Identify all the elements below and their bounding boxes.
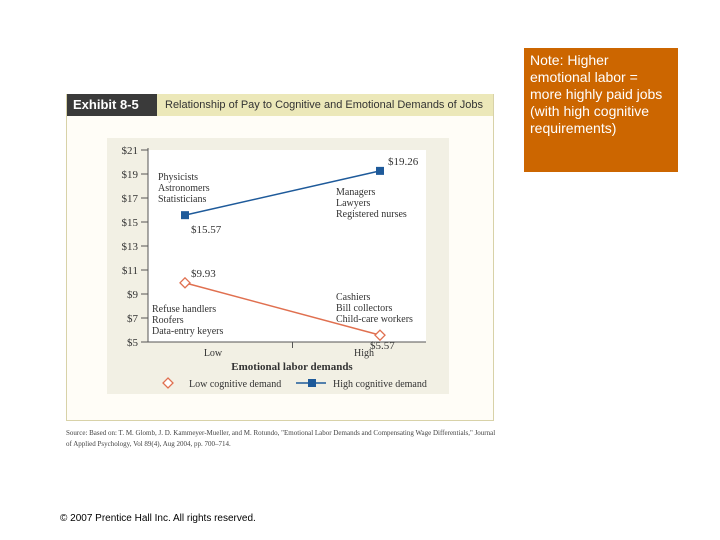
job-annotation: Roofers [152,315,184,326]
job-annotation: Statisticians [158,194,206,205]
job-annotation: Astronomers [158,183,210,194]
data-label: $5.57 [370,340,395,352]
y-tick-label: $21 [122,145,139,157]
note-box: Note: Higher emotional labor = more high… [524,48,678,172]
y-tick-label: $7 [127,313,139,325]
data-point [374,329,386,342]
y-tick-label: $5 [127,337,139,349]
y-tick-label: $17 [122,193,139,205]
y-tick-label: $11 [122,265,138,277]
data-point [179,276,191,289]
y-tick-label: $15 [122,217,139,229]
legend-marker-high [308,379,316,387]
legend-label-high: High cognitive demand [333,379,427,390]
series-line [184,170,381,216]
x-axis-label: Emotional labor demands [231,361,353,373]
exhibit-header: Exhibit 8-5 Relationship of Pay to Cogni… [67,94,493,116]
job-annotation: Refuse handlers [152,304,216,315]
job-annotation: Lawyers [336,198,371,209]
series-line [184,282,381,336]
data-label: $19.26 [388,156,419,168]
exhibit-title: Relationship of Pay to Cognitive and Emo… [165,99,483,111]
data-label: $9.93 [191,268,216,280]
y-tick-label: $9 [127,289,139,301]
job-annotation: Bill collectors [336,303,392,314]
x-tick-label: Low [204,348,223,359]
job-annotation: Managers [336,187,376,198]
legend-label-low: Low cognitive demand [189,379,281,390]
job-annotation: Physicists [158,172,198,183]
copyright-footer: © 2007 Prentice Hall Inc. All rights res… [60,513,256,524]
job-annotation: Child-care workers [336,314,413,325]
y-tick-label: $13 [122,241,139,253]
legend-marker-low [162,377,174,389]
job-annotation: Registered nurses [336,209,407,220]
x-tick-label: High [354,348,374,359]
data-point [181,211,189,220]
job-annotation: Cashiers [336,292,371,303]
exhibit-number: Exhibit 8-5 [67,94,157,116]
data-label: $15.57 [191,224,222,236]
y-tick-label: $19 [122,169,139,181]
source-citation: Source: Based on: T. M. Glomb, J. D. Kam… [66,429,496,448]
data-point [376,166,384,175]
job-annotation: Data-entry keyers [152,326,223,337]
